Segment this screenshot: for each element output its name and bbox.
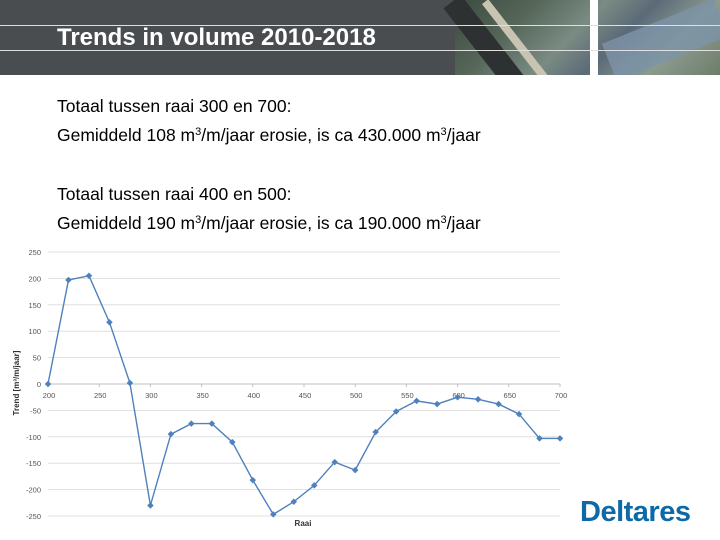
data-point	[290, 498, 298, 505]
x-tick-label: 250	[94, 391, 107, 400]
y-tick-label: -50	[30, 406, 41, 415]
x-tick-label: 400	[248, 391, 261, 400]
x-tick-label: 450	[299, 391, 312, 400]
y-tick-label: -250	[26, 512, 41, 521]
x-tick-label: 700	[555, 391, 568, 400]
data-point	[44, 380, 52, 388]
data-point	[249, 476, 257, 484]
x-tick-label: 650	[504, 391, 517, 400]
chart-gridlines	[47, 251, 561, 517]
y-tick-label: 200	[28, 274, 41, 283]
y-axis-title: Trend [m³/m/jaar]	[12, 350, 21, 415]
block2-statement: Gemiddeld 190 m3/m/jaar erosie, is ca 19…	[57, 213, 481, 233]
y-tick-label: 0	[37, 380, 41, 389]
data-point	[65, 276, 72, 284]
block2-heading: Totaal tussen raai 400 en 500:	[57, 184, 292, 204]
x-tick-labels: 200250300350400450500550600650700	[43, 391, 568, 400]
deltares-logo: Deltares	[580, 496, 691, 528]
header-aerial-photo	[443, 0, 720, 75]
data-point	[433, 400, 441, 408]
data-point	[556, 435, 564, 442]
y-tick-label: 50	[33, 354, 41, 363]
data-point	[208, 420, 216, 427]
block1-statement: Gemiddeld 108 m3/m/jaar erosie, is ca 43…	[57, 125, 481, 145]
y-tick-label: -200	[26, 486, 41, 495]
data-point	[474, 396, 482, 403]
photo-divider	[590, 0, 598, 75]
data-point	[147, 502, 154, 509]
data-point	[167, 430, 175, 438]
y-tick-label: -100	[26, 433, 41, 442]
chart-series	[44, 272, 564, 518]
data-point	[270, 511, 277, 518]
x-tick-label: 350	[196, 391, 209, 400]
data-point	[188, 420, 195, 427]
data-point	[454, 393, 461, 401]
data-point	[392, 408, 400, 415]
data-point	[229, 438, 236, 446]
series-line-0	[47, 275, 560, 516]
data-point	[310, 482, 318, 489]
y-tick-label: 100	[28, 327, 41, 336]
y-tick-label: -150	[26, 459, 41, 468]
data-point	[331, 458, 338, 466]
x-tick-label: 550	[401, 391, 414, 400]
x-tick-label: 500	[350, 391, 363, 400]
data-point	[413, 397, 420, 405]
header-line-bottom	[0, 50, 720, 51]
data-point	[351, 466, 359, 474]
data-point	[495, 400, 502, 408]
y-tick-labels: 250 200 150 100 50 0 -50 -100 -150 -200 -250	[26, 248, 41, 521]
x-axis-title: Raai	[295, 519, 312, 528]
data-point	[372, 428, 379, 436]
header-line-top	[0, 25, 720, 26]
data-point	[126, 379, 134, 387]
data-point	[515, 410, 523, 418]
y-tick-label: 150	[28, 301, 41, 310]
y-tick-label: 250	[28, 248, 41, 257]
x-tick-label: 300	[145, 391, 158, 400]
data-point	[106, 318, 113, 326]
x-tick-label: 200	[43, 391, 56, 400]
photo-water	[601, 0, 720, 75]
block1-heading: Totaal tussen raai 300 en 700:	[57, 96, 292, 116]
page-title: Trends in volume 2010-2018	[57, 24, 376, 51]
header-bar: Trends in volume 2010-2018	[0, 0, 720, 75]
